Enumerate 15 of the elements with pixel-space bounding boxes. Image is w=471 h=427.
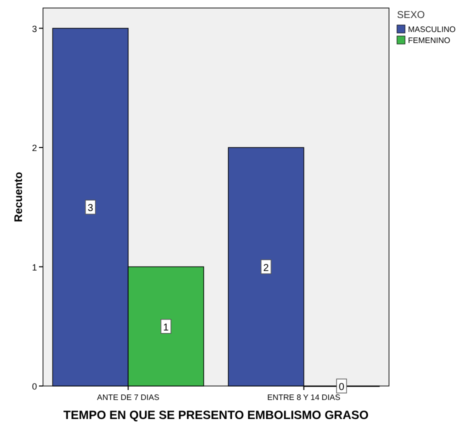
- legend-title: SEXO: [397, 10, 426, 21]
- y-tick-label: 2: [32, 143, 37, 154]
- y-tick-label: 0: [32, 382, 37, 392]
- data-label: 1: [163, 322, 170, 334]
- y-axis-title: Recuento: [13, 172, 25, 222]
- y-tick-label: 1: [32, 262, 37, 272]
- data-label: 0: [338, 382, 345, 393]
- x-axis-title: TEMPO EN QUE SE PRESENTO EMBOLISMO GRASO: [63, 408, 369, 422]
- legend-label: FEMENINO: [408, 36, 450, 45]
- legend-label: MASCULINO: [408, 25, 456, 34]
- x-tick-label: ANTE DE 7 DIAS: [97, 393, 160, 402]
- x-tick-label: ENTRE 8 Y 14 DIAS: [267, 393, 340, 402]
- data-label: 2: [263, 262, 270, 274]
- y-tick-label: 3: [32, 24, 37, 34]
- data-label: 3: [88, 203, 94, 214]
